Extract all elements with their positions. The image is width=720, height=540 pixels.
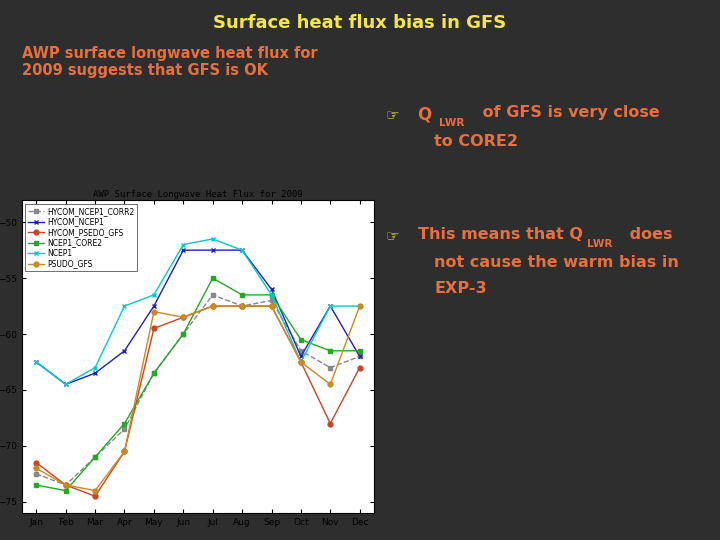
NCEP1_CORE2 bbox=[238, 292, 246, 298]
HYCOM_PSEDO_GFS bbox=[356, 364, 364, 371]
PSUDO_GFS bbox=[91, 488, 99, 494]
Line: HYCOM_NCEP1_CORR2: HYCOM_NCEP1_CORR2 bbox=[34, 293, 362, 488]
NCEP1 bbox=[356, 303, 364, 309]
Text: does: does bbox=[624, 227, 672, 242]
HYCOM_NCEP1_CORR2 bbox=[356, 353, 364, 360]
HYCOM_NCEP1_CORR2 bbox=[91, 454, 99, 460]
Line: NCEP1_CORE2: NCEP1_CORE2 bbox=[34, 275, 362, 493]
HYCOM_NCEP1 bbox=[297, 353, 305, 360]
Text: to CORE2: to CORE2 bbox=[434, 134, 518, 149]
PSUDO_GFS bbox=[297, 359, 305, 365]
PSUDO_GFS bbox=[179, 314, 188, 321]
HYCOM_PSEDO_GFS bbox=[32, 460, 40, 466]
NCEP1_CORE2 bbox=[150, 370, 158, 376]
HYCOM_NCEP1 bbox=[326, 303, 335, 309]
HYCOM_PSEDO_GFS bbox=[208, 303, 217, 309]
Text: This means that Q: This means that Q bbox=[418, 227, 582, 242]
NCEP1_CORE2 bbox=[120, 420, 129, 427]
Title: AWP Surface Longwave Heat Flux for 2009: AWP Surface Longwave Heat Flux for 2009 bbox=[93, 190, 303, 199]
HYCOM_NCEP1 bbox=[61, 381, 70, 388]
Text: Surface heat flux bias in GFS: Surface heat flux bias in GFS bbox=[213, 14, 507, 31]
PSUDO_GFS bbox=[356, 303, 364, 309]
HYCOM_PSEDO_GFS bbox=[179, 314, 188, 321]
HYCOM_NCEP1_CORR2 bbox=[120, 426, 129, 433]
Line: NCEP1: NCEP1 bbox=[34, 237, 362, 387]
PSUDO_GFS bbox=[267, 303, 276, 309]
HYCOM_PSEDO_GFS bbox=[238, 303, 246, 309]
PSUDO_GFS bbox=[61, 482, 70, 488]
NCEP1 bbox=[297, 359, 305, 365]
HYCOM_PSEDO_GFS bbox=[267, 303, 276, 309]
NCEP1 bbox=[61, 381, 70, 388]
Text: LWR: LWR bbox=[439, 118, 464, 128]
Text: of GFS is very close: of GFS is very close bbox=[477, 105, 660, 120]
HYCOM_NCEP1 bbox=[356, 353, 364, 360]
HYCOM_PSEDO_GFS bbox=[120, 448, 129, 455]
HYCOM_PSEDO_GFS bbox=[150, 325, 158, 332]
NCEP1 bbox=[326, 303, 335, 309]
NCEP1 bbox=[267, 292, 276, 298]
HYCOM_NCEP1 bbox=[91, 370, 99, 376]
HYCOM_NCEP1 bbox=[208, 247, 217, 253]
Text: LWR: LWR bbox=[587, 239, 612, 249]
HYCOM_NCEP1_CORR2 bbox=[326, 364, 335, 371]
PSUDO_GFS bbox=[208, 303, 217, 309]
HYCOM_NCEP1_CORR2 bbox=[208, 292, 217, 298]
PSUDO_GFS bbox=[238, 303, 246, 309]
NCEP1_CORE2 bbox=[208, 275, 217, 281]
Line: HYCOM_PSEDO_GFS: HYCOM_PSEDO_GFS bbox=[34, 303, 362, 498]
HYCOM_NCEP1 bbox=[120, 348, 129, 354]
Legend: HYCOM_NCEP1_CORR2, HYCOM_NCEP1, HYCOM_PSEDO_GFS, NCEP1_CORE2, NCEP1, PSUDO_GFS: HYCOM_NCEP1_CORR2, HYCOM_NCEP1, HYCOM_PS… bbox=[25, 204, 137, 272]
PSUDO_GFS bbox=[32, 465, 40, 471]
NCEP1 bbox=[208, 236, 217, 242]
NCEP1_CORE2 bbox=[61, 488, 70, 494]
PSUDO_GFS bbox=[150, 308, 158, 315]
Text: EXP-3: EXP-3 bbox=[434, 281, 487, 296]
HYCOM_NCEP1 bbox=[150, 303, 158, 309]
NCEP1_CORE2 bbox=[297, 336, 305, 343]
NCEP1 bbox=[150, 292, 158, 298]
HYCOM_PSEDO_GFS bbox=[61, 482, 70, 488]
Text: ☞: ☞ bbox=[385, 108, 399, 123]
NCEP1 bbox=[91, 364, 99, 371]
Text: ☞: ☞ bbox=[385, 230, 399, 245]
NCEP1 bbox=[32, 359, 40, 365]
Text: AWP surface longwave heat flux for
2009 suggests that GFS is OK: AWP surface longwave heat flux for 2009 … bbox=[22, 46, 318, 78]
Line: HYCOM_NCEP1: HYCOM_NCEP1 bbox=[34, 248, 362, 387]
HYCOM_PSEDO_GFS bbox=[326, 420, 335, 427]
HYCOM_NCEP1_CORR2 bbox=[179, 331, 188, 338]
Line: PSUDO_GFS: PSUDO_GFS bbox=[34, 303, 362, 493]
HYCOM_NCEP1_CORR2 bbox=[267, 297, 276, 303]
NCEP1_CORE2 bbox=[356, 348, 364, 354]
HYCOM_NCEP1_CORR2 bbox=[61, 482, 70, 488]
NCEP1_CORE2 bbox=[267, 292, 276, 298]
PSUDO_GFS bbox=[120, 448, 129, 455]
NCEP1_CORE2 bbox=[91, 454, 99, 460]
HYCOM_PSEDO_GFS bbox=[297, 359, 305, 365]
NCEP1 bbox=[238, 247, 246, 253]
PSUDO_GFS bbox=[326, 381, 335, 388]
HYCOM_NCEP1_CORR2 bbox=[238, 303, 246, 309]
NCEP1_CORE2 bbox=[32, 482, 40, 488]
NCEP1_CORE2 bbox=[179, 331, 188, 338]
Text: Q: Q bbox=[418, 105, 432, 123]
NCEP1 bbox=[179, 241, 188, 248]
HYCOM_NCEP1_CORR2 bbox=[297, 348, 305, 354]
HYCOM_NCEP1_CORR2 bbox=[150, 370, 158, 376]
HYCOM_PSEDO_GFS bbox=[91, 493, 99, 500]
NCEP1_CORE2 bbox=[326, 348, 335, 354]
Text: not cause the warm bias in: not cause the warm bias in bbox=[434, 255, 679, 271]
HYCOM_NCEP1 bbox=[32, 359, 40, 365]
NCEP1 bbox=[120, 303, 129, 309]
HYCOM_NCEP1 bbox=[179, 247, 188, 253]
HYCOM_NCEP1_CORR2 bbox=[32, 471, 40, 477]
HYCOM_NCEP1 bbox=[267, 286, 276, 293]
HYCOM_NCEP1 bbox=[238, 247, 246, 253]
